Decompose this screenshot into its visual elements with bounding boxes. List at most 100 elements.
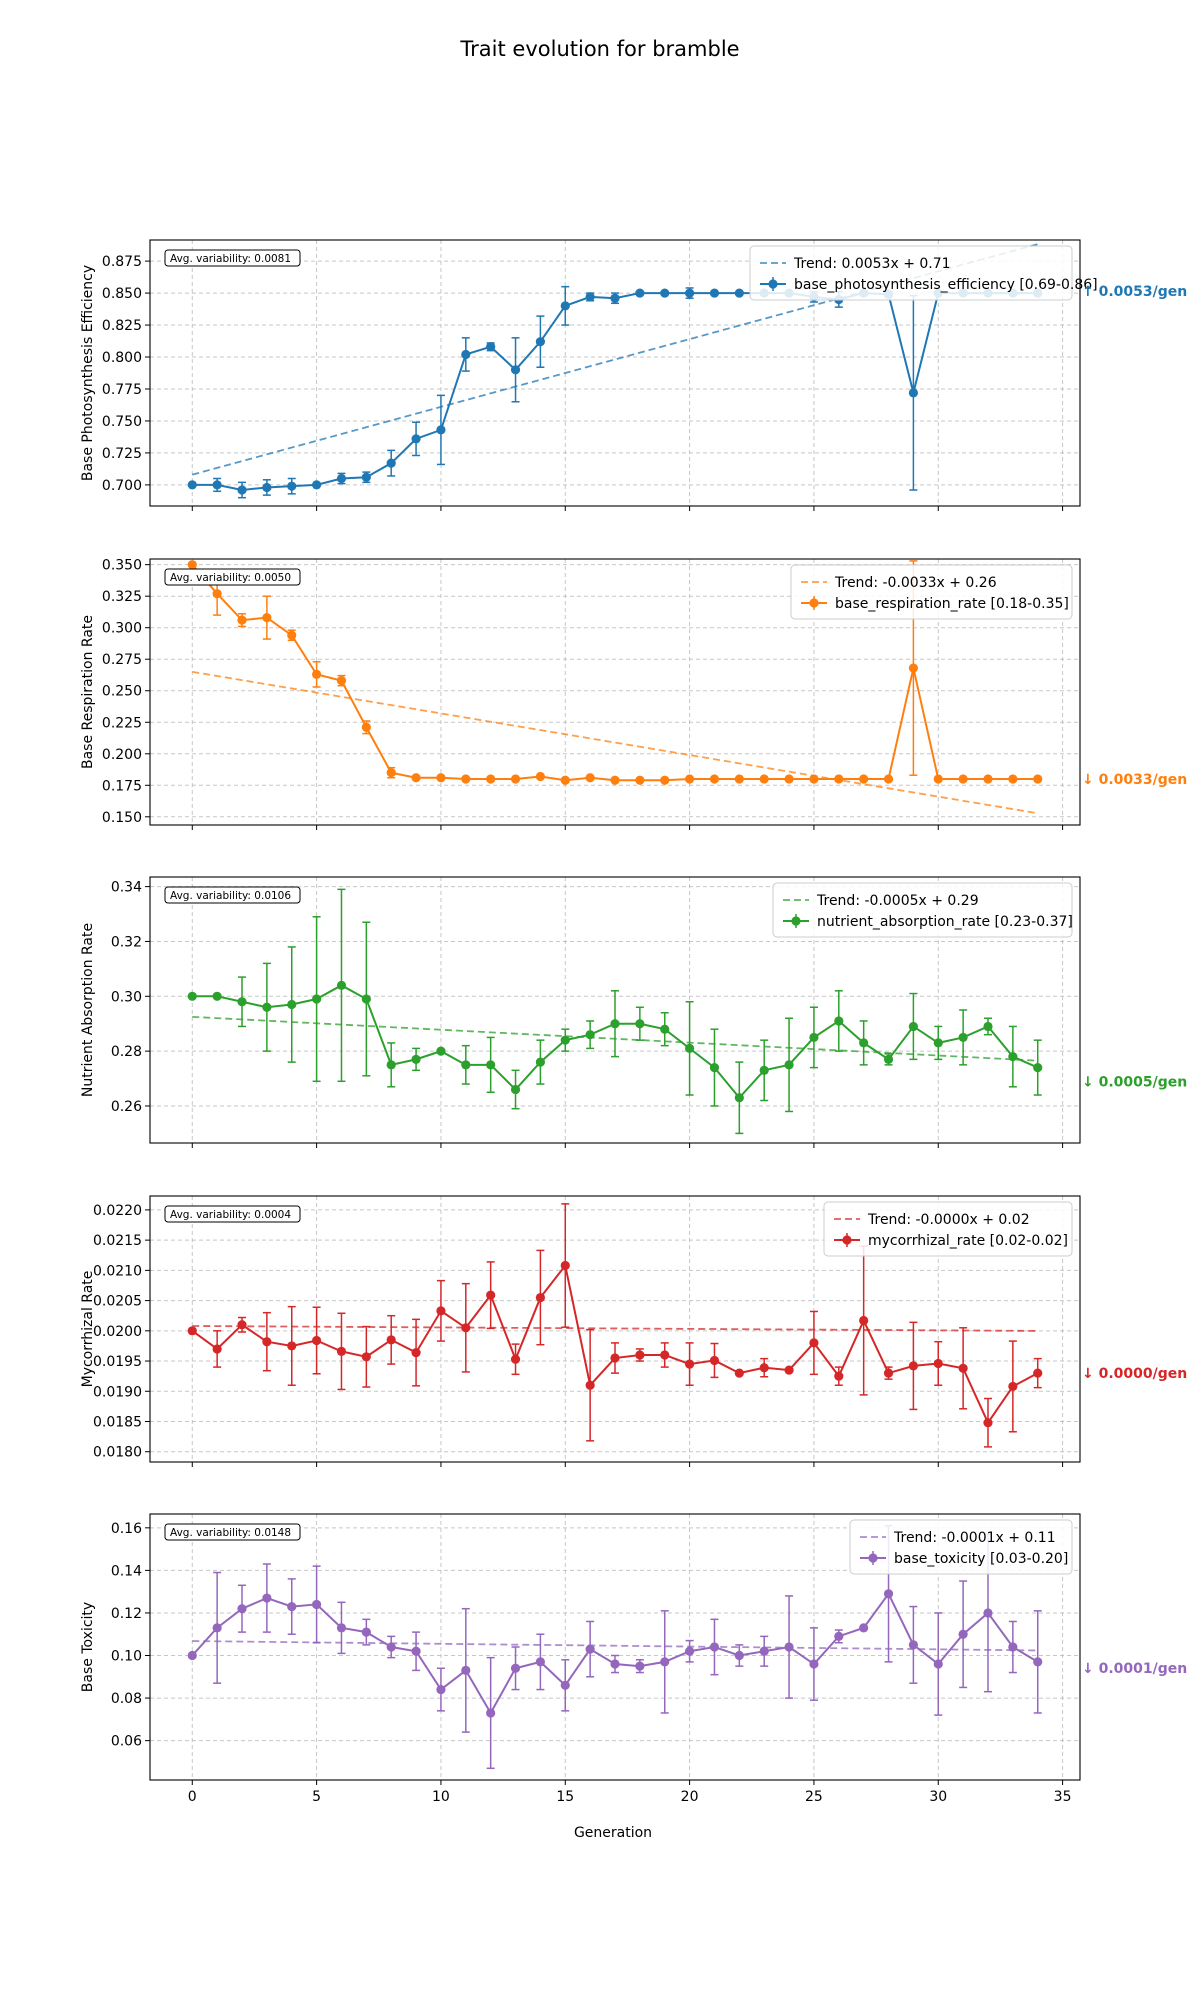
data-point [933,1038,943,1048]
x-tick-label: 5 [312,1789,321,1805]
data-point [660,1657,670,1667]
data-point [759,1065,769,1075]
data-point [212,1623,222,1633]
y-tick-label: 0.800 [102,350,142,366]
axes-frame [149,1513,1081,1781]
avg-variability-box [164,886,301,904]
data-point [709,1642,720,1652]
data-point [287,999,297,1010]
data-point [287,630,297,640]
legend [849,1519,1073,1575]
data-point [709,288,720,298]
data-point [312,669,322,679]
y-axis-label: Base Respiration Rate [80,615,96,769]
data-point [958,1363,968,1373]
data-point [237,997,247,1007]
data-point [983,1418,993,1428]
avg-variability-box [164,249,301,267]
legend-series-label: base_toxicity [0.03-0.20] [894,1551,1068,1567]
legend-series-marker [809,598,819,608]
data-point [610,1659,620,1669]
legend-series-label: nutrient_absorption_rate [0.23-0.37] [817,914,1073,930]
data-point [635,1019,645,1029]
data-point [436,1684,446,1695]
data-point [361,1627,371,1637]
data-point [187,1650,197,1661]
data-point [237,1320,247,1330]
y-axis-label: Mycorrhizal Rate [80,1271,96,1388]
y-tick-label: 0.775 [102,382,142,398]
data-point [361,472,371,482]
data-point [560,301,570,311]
slope-annotation: ↓ 0.0005/gen [1082,1075,1187,1091]
data-point [336,676,347,686]
y-tick-label: 0.275 [102,652,142,668]
data-point [436,1306,446,1316]
data-point [958,1629,968,1639]
y-tick-label: 0.16 [111,1521,142,1537]
data-point [1033,774,1043,784]
data-point [411,1646,421,1656]
data-point [560,1680,570,1690]
data-point [660,1350,670,1360]
y-tick-label: 0.28 [111,1044,142,1060]
y-axis-label: Base Photosynthesis Efficiency [80,265,96,481]
data-point [585,1380,595,1390]
data-point [684,1043,695,1053]
data-point [535,771,546,782]
data-point [1008,774,1018,784]
data-point [759,1363,769,1373]
data-point [336,473,347,484]
data-point [287,1341,297,1351]
data-point [461,774,471,784]
slope-annotation: ↓ 0.0033/gen [1082,772,1187,788]
legend-series-marker [842,1235,852,1245]
data-point [585,1644,595,1654]
data-point [1008,1642,1018,1652]
y-tick-label: 0.0195 [93,1354,142,1370]
data-point [212,480,222,490]
avg-variability-box [164,1523,301,1541]
data-point [386,1335,396,1345]
data-point [734,774,744,784]
data-point [660,288,670,298]
data-point [262,482,272,493]
legend [823,1201,1073,1257]
slope-annotation: ↓ 0.0000/gen [1082,1366,1187,1382]
avg-variability-text: Avg. variability: 0.0004 [170,1209,291,1221]
data-point [759,774,769,784]
trend-line [192,1325,1038,1332]
avg-variability-box [164,1205,301,1223]
data-point [834,774,844,784]
y-tick-label: 0.0180 [93,1445,142,1461]
legend-series-label: base_photosynthesis_efficiency [0.69-0.8… [794,277,1098,293]
data-point [312,480,322,490]
data-point [486,774,496,784]
y-tick-label: 0.825 [102,318,142,334]
y-tick-label: 0.875 [102,254,142,270]
data-point [535,1057,546,1067]
data-point [1008,1381,1018,1392]
legend-trend-label: Trend: -0.0005x + 0.29 [816,893,979,909]
y-tick-label: 0.06 [111,1734,142,1750]
data-point [287,1601,297,1612]
avg-variability-box [164,568,301,586]
y-tick-label: 0.150 [102,810,142,826]
x-axis-label: Generation [574,1825,652,1841]
data-point [560,1260,570,1271]
data-point [610,293,620,303]
data-point [585,773,595,783]
data-point [336,1346,347,1356]
data-point [361,1352,371,1362]
data-point [560,1035,570,1045]
y-tick-label: 0.32 [111,934,142,950]
y-axis-label: Nutrient Absorption Rate [80,923,96,1097]
y-tick-label: 0.10 [111,1649,142,1665]
legend-trend-label: Trend: -0.0033x + 0.26 [834,575,997,591]
y-tick-label: 0.34 [111,880,142,896]
x-tick-label: 10 [432,1789,450,1805]
data-point [908,388,918,398]
subplot-3: 0.26 0.28 0.30 0.32 0.34 Nutrient Absorption … [80,876,1187,1148]
axes-frame [149,239,1081,507]
data-point [635,1350,645,1360]
